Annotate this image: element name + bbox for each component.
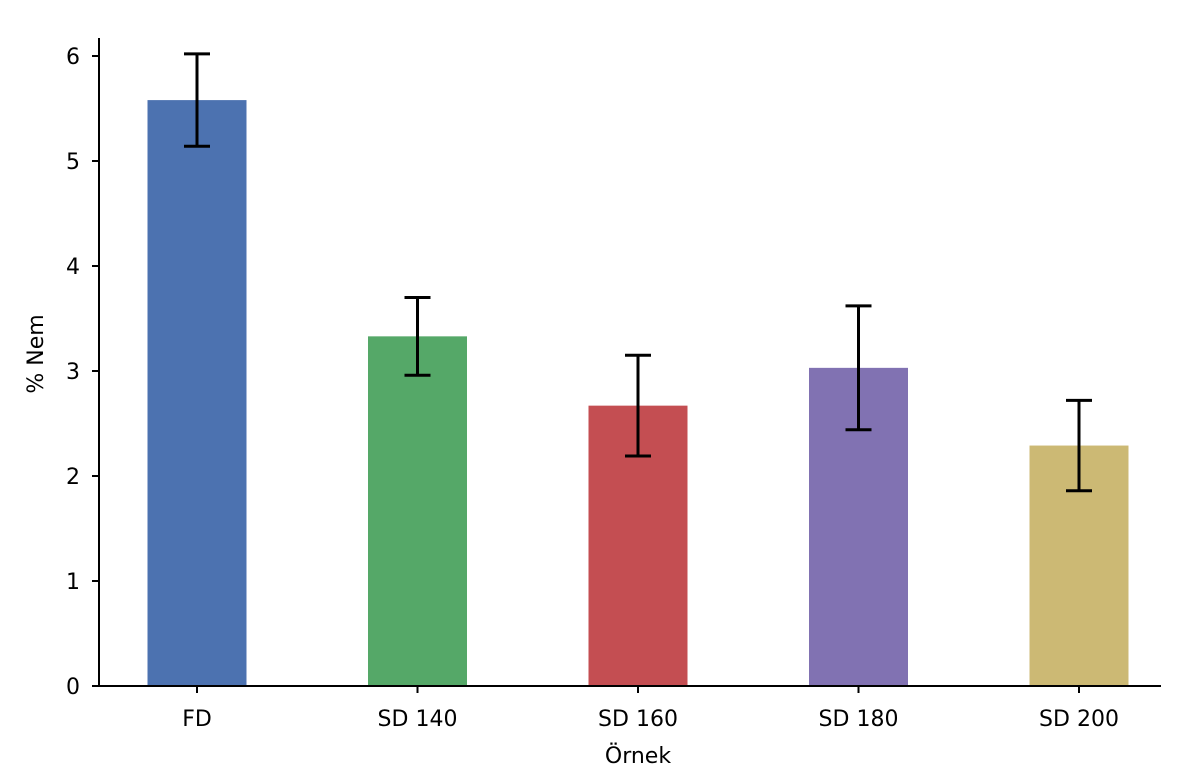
y-ticks-group: 0 1 2 3 4 5 6 bbox=[66, 45, 99, 700]
y-axis-title: % Nem bbox=[24, 314, 49, 393]
bar-fd bbox=[147, 100, 247, 687]
x-tick-label-sd-160: SD 160 bbox=[598, 707, 678, 732]
bar-sd-140 bbox=[368, 336, 467, 686]
x-ticks-group: FD SD 140 SD 160 SD 180 SD 200 bbox=[182, 686, 1119, 732]
y-tick-label-5: 5 bbox=[66, 150, 80, 175]
y-tick-label-2: 2 bbox=[66, 465, 80, 490]
y-tick-label-0: 0 bbox=[66, 675, 80, 700]
error-bars-group bbox=[184, 52, 1092, 493]
x-axis-title: Örnek bbox=[605, 743, 671, 769]
x-tick-label-fd: FD bbox=[182, 707, 212, 732]
x-tick-label-sd-140: SD 140 bbox=[378, 707, 458, 732]
y-tick-label-6: 6 bbox=[66, 45, 80, 70]
x-tick-label-sd-180: SD 180 bbox=[819, 707, 899, 732]
y-tick-label-4: 4 bbox=[66, 255, 80, 280]
y-tick-label-1: 1 bbox=[66, 570, 80, 595]
y-tick-label-3: 3 bbox=[66, 360, 80, 385]
x-tick-label-sd-200: SD 200 bbox=[1039, 707, 1119, 732]
